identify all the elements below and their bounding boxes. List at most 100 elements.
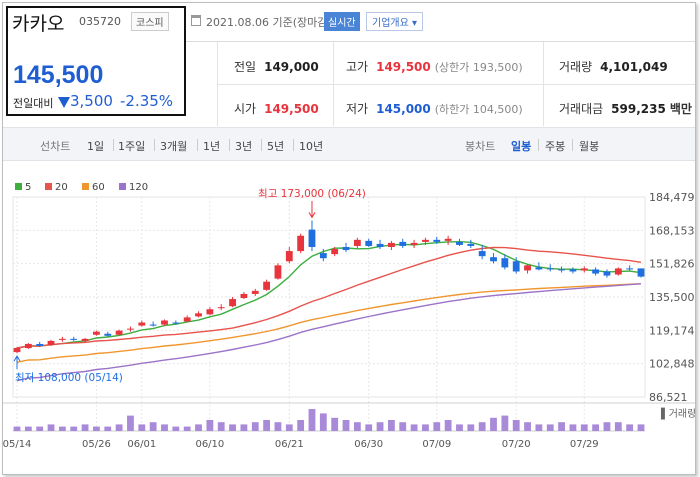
candle-weekly[interactable]: 주봉	[545, 140, 566, 153]
candle-monthly[interactable]: 월봉	[579, 140, 600, 153]
volume-bar	[285, 424, 293, 431]
volume-bar	[138, 424, 146, 431]
volume-bar	[229, 424, 236, 431]
candle-body	[467, 243, 475, 246]
candle-body	[478, 251, 486, 257]
range-3m[interactable]: 3개월	[160, 140, 188, 153]
candle-body	[490, 257, 497, 262]
candle-body	[195, 313, 202, 317]
divider	[538, 139, 539, 151]
candle-body	[353, 239, 361, 246]
volume-bar	[251, 422, 259, 431]
company-overview-dropdown[interactable]: 기업개요 ▾	[366, 12, 423, 31]
volume-bar	[353, 422, 361, 431]
volume-bar	[501, 415, 509, 431]
divider	[293, 139, 294, 151]
volume-bar	[172, 426, 180, 431]
volume-bar	[161, 424, 168, 431]
annotation-low-arrow	[13, 355, 21, 370]
volume-bar	[524, 422, 531, 431]
stat-low: 저가 145,000 (하한가 104,500)	[346, 102, 523, 116]
legend-swatch	[45, 183, 52, 190]
volume-bar	[342, 420, 350, 431]
candle-body	[217, 307, 225, 309]
volume-bar	[399, 422, 407, 431]
volume-bar	[331, 417, 339, 431]
stat-volume: 거래량 4,101,049	[559, 60, 668, 74]
candle-body	[70, 338, 78, 340]
divider	[113, 139, 114, 151]
volume-bar	[104, 426, 112, 431]
candle-body	[240, 293, 248, 299]
candle-body	[24, 343, 32, 349]
candle-body	[58, 338, 66, 340]
volume-bar	[410, 424, 418, 431]
volume-bar	[93, 426, 100, 431]
candle-body	[614, 268, 622, 275]
legend-swatch	[15, 183, 22, 190]
x-tick-label: 07/20	[502, 439, 531, 450]
annotation-high-arrow	[308, 201, 316, 219]
candle-body	[331, 249, 339, 255]
x-tick-label: 06/30	[354, 439, 383, 450]
volume-bar	[580, 424, 588, 431]
candle-body	[36, 343, 44, 347]
price-chart[interactable]: 184,479 168,153 151,826 135,500 119,174 102,8…	[3, 163, 696, 475]
candle-body	[456, 241, 463, 245]
volume-bar	[546, 424, 554, 431]
volume-bar	[47, 424, 55, 431]
candle-chart-label: 봉차트	[465, 140, 496, 153]
divider	[154, 139, 155, 151]
candle-body	[161, 320, 168, 325]
x-tick-label: 06/01	[127, 439, 156, 450]
candle-body	[512, 261, 520, 272]
y-tick-label: 119,174	[649, 324, 695, 337]
volume-label: ▌거래량	[660, 407, 696, 420]
range-1w[interactable]: 1주일	[118, 140, 146, 153]
candle-body	[138, 322, 146, 326]
volume-bar	[558, 422, 565, 431]
candle-body	[149, 324, 157, 326]
y-tick-label: 184,479	[649, 191, 695, 204]
candle-body	[592, 269, 600, 274]
x-tick-label: 07/29	[570, 439, 599, 450]
header-divider	[185, 41, 695, 42]
volume-bar	[183, 426, 191, 431]
volume-bar	[319, 413, 327, 431]
legend-label: 60	[92, 182, 105, 193]
stock-name[interactable]: 카카오	[12, 13, 65, 35]
candle-body	[297, 235, 305, 252]
candle-body	[524, 265, 531, 271]
stat-high: 고가 149,500 (상한가 193,500)	[346, 60, 523, 74]
candle-body	[626, 268, 634, 270]
ma-line-120	[16, 283, 642, 382]
volume-bar	[456, 424, 463, 431]
candle-body	[365, 240, 373, 246]
range-1d[interactable]: 1일	[87, 140, 105, 153]
volume-bar	[195, 424, 202, 431]
x-tick-label: 05/26	[82, 439, 111, 450]
ma-line-5	[16, 240, 642, 349]
range-3y[interactable]: 3년	[235, 140, 253, 153]
stat-open: 시가 149,500	[234, 102, 319, 116]
range-10y[interactable]: 10년	[299, 140, 324, 153]
candle-body	[274, 265, 282, 279]
candle-daily[interactable]: 일봉	[511, 140, 532, 153]
volume-bar	[592, 424, 600, 431]
volume-bar	[297, 420, 305, 431]
range-5y[interactable]: 5년	[267, 140, 285, 153]
candle-body	[206, 309, 214, 315]
candle-body	[229, 299, 236, 307]
range-1y[interactable]: 1년	[203, 140, 221, 153]
stock-header: 카카오 035720 코스피 2021.08.06 기준(장마감) 실시간 기업…	[3, 3, 695, 41]
legend-swatch	[119, 183, 126, 190]
volume-bar	[13, 426, 21, 431]
candle-body	[183, 317, 191, 322]
realtime-button[interactable]: 실시간	[324, 12, 360, 31]
volume-bar	[70, 426, 78, 431]
change-percent: -2.35%	[120, 92, 174, 110]
legend-label: 120	[129, 182, 148, 193]
candle-body	[433, 239, 441, 242]
volume-bar	[149, 422, 157, 431]
candle-body	[319, 253, 327, 259]
